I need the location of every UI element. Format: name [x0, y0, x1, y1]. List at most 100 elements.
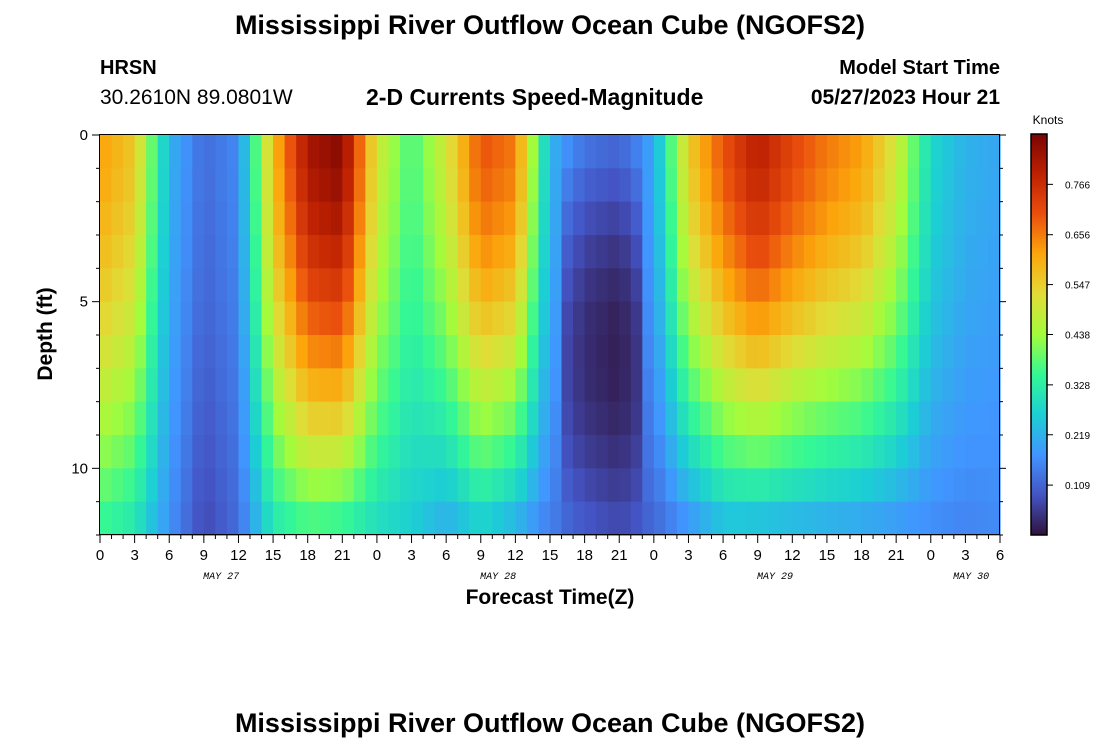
- heatmap-cell: [826, 301, 840, 336]
- heatmap-cell: [584, 368, 597, 403]
- heatmap-cell: [688, 268, 701, 303]
- heatmap-cell: [296, 335, 309, 369]
- heatmap-cell: [711, 201, 724, 236]
- heatmap-cell: [123, 435, 136, 469]
- heatmap-cell: [123, 335, 136, 369]
- heatmap-cell: [423, 401, 436, 436]
- heatmap-cell: [896, 168, 909, 203]
- heatmap-cell: [826, 268, 840, 303]
- x-tick-label: 3: [407, 547, 415, 564]
- heatmap-cell: [550, 301, 563, 336]
- heatmap-cell: [388, 401, 401, 436]
- heatmap-cell: [353, 501, 366, 536]
- heatmap-cell: [734, 201, 747, 236]
- heatmap-cell: [815, 368, 828, 403]
- heatmap-cell: [953, 301, 966, 336]
- heatmap-cell: [296, 268, 309, 303]
- heatmap-cell: [203, 501, 216, 536]
- heatmap-cell: [342, 135, 355, 169]
- heatmap-cell: [307, 501, 320, 536]
- heatmap-cell: [665, 435, 678, 469]
- heatmap-cell: [111, 168, 124, 203]
- heatmap-cell: [976, 468, 990, 503]
- heatmap-cell: [792, 501, 805, 536]
- heatmap-cell: [365, 268, 378, 303]
- heatmap-cell: [238, 268, 251, 303]
- heatmap-cell: [630, 135, 643, 169]
- heatmap-cell: [561, 235, 574, 269]
- heatmap-cell: [250, 135, 263, 169]
- heatmap-cell: [307, 335, 320, 369]
- heatmap-cell: [215, 401, 228, 436]
- heatmap-cell: [573, 501, 586, 536]
- x-tick-label: 6: [165, 547, 173, 564]
- heatmap-cell: [273, 301, 286, 336]
- heatmap-cell: [457, 435, 470, 469]
- heatmap-cell: [838, 168, 851, 203]
- heatmap-cell: [676, 235, 690, 269]
- heatmap-cell: [803, 401, 816, 436]
- heatmap-cell: [873, 301, 886, 336]
- heatmap-cell: [561, 435, 574, 469]
- heatmap-cell: [180, 501, 193, 536]
- heatmap-cell: [284, 335, 297, 369]
- heatmap-cell: [423, 235, 436, 269]
- x-tick-label: 15: [542, 547, 559, 564]
- heatmap-cell: [815, 168, 828, 203]
- heatmap-cell: [169, 168, 182, 203]
- heatmap-cell: [388, 268, 401, 303]
- heatmap-cell: [515, 468, 528, 503]
- heatmap-cell: [988, 401, 1001, 436]
- heatmap-cell: [607, 401, 620, 436]
- heatmap-cell: [688, 401, 701, 436]
- heatmap-cell: [619, 401, 632, 436]
- heatmap-cell: [376, 135, 390, 169]
- heatmap-cell: [515, 268, 528, 303]
- heatmap-cell: [111, 468, 124, 503]
- heatmap-cell: [850, 201, 863, 236]
- heatmap-cell: [573, 468, 586, 503]
- heatmap-cell: [711, 235, 724, 269]
- heatmap-cell: [676, 468, 690, 503]
- heatmap-cell: [896, 135, 909, 169]
- heatmap-cell: [561, 135, 574, 169]
- heatmap-cell: [607, 201, 620, 236]
- heatmap-cell: [515, 301, 528, 336]
- heatmap-cell: [411, 235, 424, 269]
- heatmap-cell: [457, 368, 470, 403]
- heatmap-cell: [342, 235, 355, 269]
- heatmap-cell: [630, 201, 643, 236]
- heatmap-cell: [942, 168, 955, 203]
- heatmap-cell: [226, 401, 240, 436]
- heatmap-cell: [607, 435, 620, 469]
- heatmap-cell: [180, 301, 193, 336]
- heatmap-cell: [400, 468, 413, 503]
- heatmap-cell: [907, 201, 920, 236]
- heatmap-cell: [746, 301, 759, 336]
- heatmap-cell: [861, 168, 874, 203]
- heatmap-cell: [780, 168, 793, 203]
- heatmap-cell: [342, 335, 355, 369]
- heatmap-cell: [423, 435, 436, 469]
- heatmap-cell: [134, 268, 147, 303]
- heatmap-cell: [734, 235, 747, 269]
- heatmap-cell: [850, 468, 863, 503]
- heatmap-cell: [376, 235, 390, 269]
- heatmap-cell: [896, 401, 909, 436]
- heatmap-cell: [180, 335, 193, 369]
- heatmap-cell: [434, 335, 447, 369]
- x-tick-label: 12: [507, 547, 524, 564]
- heatmap-cell: [261, 201, 274, 236]
- heatmap-cell: [723, 401, 736, 436]
- heatmap-cell: [342, 168, 355, 203]
- heatmap-cell: [423, 201, 436, 236]
- date-label: MAY 27: [203, 572, 239, 583]
- heatmap-cell: [700, 435, 713, 469]
- heatmap-cell: [953, 201, 966, 236]
- heatmap-cell: [423, 135, 436, 169]
- heatmap-cell: [780, 401, 793, 436]
- heatmap-cell: [746, 135, 759, 169]
- heatmap-cell: [157, 135, 170, 169]
- x-tick-label: 18: [299, 547, 316, 564]
- heatmap-cell: [226, 301, 240, 336]
